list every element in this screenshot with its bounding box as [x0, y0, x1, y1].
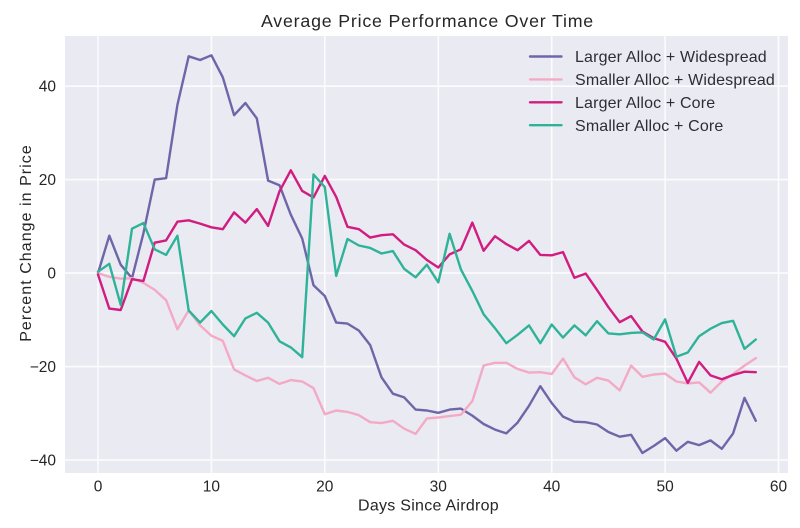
svg-text:Smaller Alloc + Core: Smaller Alloc + Core	[575, 118, 723, 135]
svg-text:−40: −40	[30, 452, 57, 469]
svg-text:Average Price Performance Over: Average Price Performance Over Time	[261, 11, 594, 31]
svg-text:Larger Alloc + Core: Larger Alloc + Core	[575, 95, 715, 112]
svg-text:−20: −20	[30, 359, 57, 376]
svg-text:0: 0	[47, 265, 56, 282]
svg-text:10: 10	[203, 479, 221, 496]
svg-text:Smaller Alloc + Widespread: Smaller Alloc + Widespread	[575, 72, 775, 89]
svg-text:Larger Alloc + Widespread: Larger Alloc + Widespread	[575, 49, 767, 66]
svg-text:20: 20	[39, 172, 57, 189]
svg-text:30: 30	[430, 479, 448, 496]
svg-text:40: 40	[543, 479, 561, 496]
svg-text:Percent Change in Price: Percent Change in Price	[18, 144, 35, 342]
svg-text:20: 20	[316, 479, 334, 496]
svg-text:60: 60	[770, 479, 788, 496]
svg-text:40: 40	[39, 79, 57, 96]
svg-text:Days Since Airdrop: Days Since Airdrop	[358, 498, 499, 515]
svg-text:50: 50	[656, 479, 674, 496]
svg-text:0: 0	[94, 479, 103, 496]
